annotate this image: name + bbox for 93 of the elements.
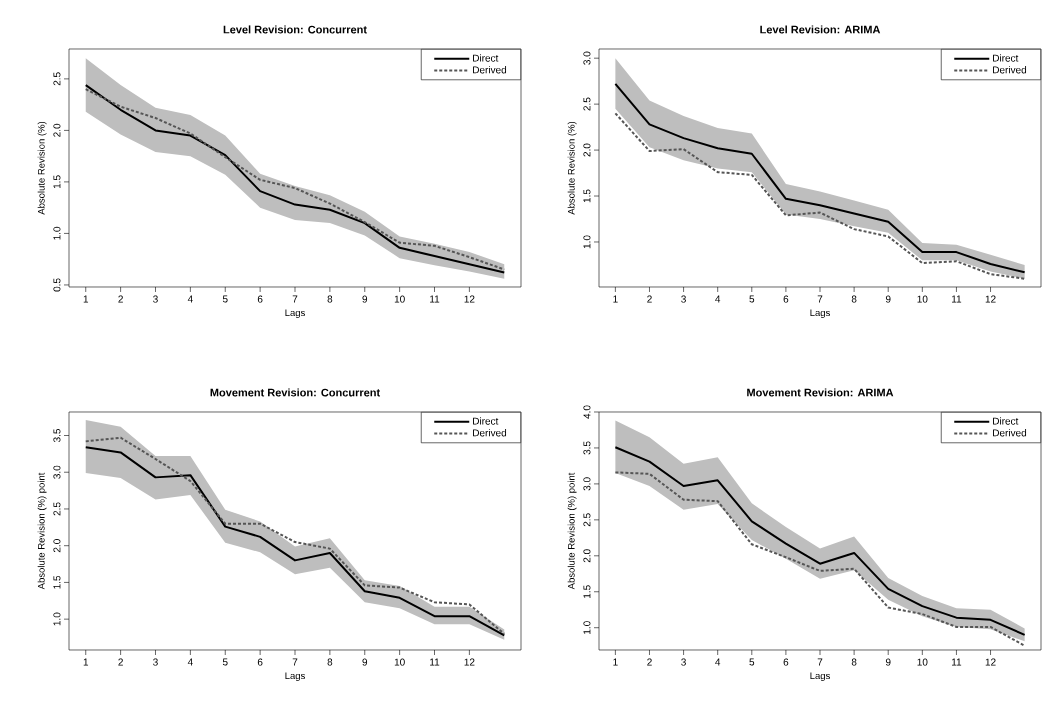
x-tick-label: 10 <box>917 658 928 666</box>
chart-title: Movement Revision: ARIMA <box>747 388 894 397</box>
legend-label: Direct <box>993 54 1019 62</box>
x-tick-label: 11 <box>952 658 962 666</box>
y-tick-label: 2.0 <box>583 143 591 157</box>
y-tick-label: 3.0 <box>53 465 61 479</box>
x-tick-label: 3 <box>681 295 686 303</box>
x-tick-label: 2 <box>118 658 123 666</box>
legend-label: Derived <box>993 66 1027 74</box>
y-axis-title: Absolute Revision (%) point <box>37 472 47 590</box>
x-tick-label: 1 <box>613 295 618 303</box>
x-axis-title: Lags <box>285 309 305 318</box>
y-axis-title: Absolute Revision (%) point <box>567 472 577 590</box>
x-tick-label: 8 <box>327 295 333 303</box>
x-axis-title: Lags <box>810 672 830 681</box>
y-tick-label: 2.0 <box>583 549 591 563</box>
x-tick-label: 10 <box>394 658 405 666</box>
x-tick-label: 7 <box>292 658 298 666</box>
x-tick-label: 4 <box>715 658 721 666</box>
y-tick-label: 1.0 <box>583 235 591 249</box>
y-tick-label: 1.0 <box>583 621 591 634</box>
x-tick-label: 6 <box>783 295 789 303</box>
x-tick-label: 8 <box>327 658 333 666</box>
x-tick-label: 1 <box>83 658 89 666</box>
x-tick-label: 12 <box>464 295 475 303</box>
x-tick-label: 11 <box>430 658 440 666</box>
y-tick-label: 0.5 <box>53 278 61 292</box>
x-tick-label: 9 <box>362 658 368 666</box>
line-series <box>614 112 1026 280</box>
x-tick-label: 3 <box>153 295 158 303</box>
x-tick-label: 5 <box>222 295 228 303</box>
y-tick-label: 1.0 <box>53 226 61 240</box>
y-tick-label: 1.5 <box>53 575 61 589</box>
y-tick-label: 1.5 <box>583 585 591 598</box>
x-tick-label: 5 <box>222 658 228 666</box>
x-tick-label: 9 <box>362 295 368 303</box>
x-tick-label: 7 <box>817 295 823 303</box>
y-tick-label: 2.5 <box>53 72 61 86</box>
x-tick-label: 10 <box>917 295 928 303</box>
x-tick-label: 2 <box>647 658 652 666</box>
x-tick-label: 5 <box>749 658 755 666</box>
y-tick-label: 2.0 <box>53 123 61 137</box>
x-tick-label: 4 <box>187 295 193 303</box>
y-tick-label: 1.5 <box>53 175 61 189</box>
x-tick-label: 1 <box>83 295 89 303</box>
x-tick-label: 5 <box>749 295 755 303</box>
x-tick-label: 4 <box>187 658 193 666</box>
x-axis-title: Lags <box>285 672 305 681</box>
y-tick-label: 4.0 <box>583 405 591 419</box>
x-tick-label: 1 <box>613 658 618 666</box>
x-tick-label: 3 <box>681 658 686 666</box>
y-axis-title: Absolute Revision (%) <box>567 121 577 215</box>
x-tick-label: 2 <box>118 295 123 303</box>
x-tick-label: 4 <box>715 295 721 303</box>
y-tick-label: 3.0 <box>583 477 591 491</box>
x-tick-label: 7 <box>817 658 823 666</box>
x-tick-label: 9 <box>885 658 891 666</box>
x-axis-title: Lags <box>810 309 830 318</box>
y-tick-label: 2.5 <box>583 97 591 111</box>
x-tick-label: 9 <box>885 295 891 303</box>
x-tick-label: 11 <box>430 295 440 303</box>
x-tick-label: 11 <box>952 295 962 303</box>
x-tick-label: 3 <box>153 658 158 666</box>
chart-title: Movement Revision: Concurrent <box>210 388 381 397</box>
legend-label: Derived <box>473 66 507 74</box>
x-tick-label: 2 <box>647 295 652 303</box>
legend-label: Direct <box>473 417 499 425</box>
x-tick-label: 8 <box>851 658 857 666</box>
line-series <box>614 471 1026 647</box>
x-tick-label: 12 <box>464 658 475 666</box>
chart-title: Level Revision: Concurrent <box>223 25 367 34</box>
x-tick-label: 12 <box>985 658 996 666</box>
x-tick-label: 6 <box>257 295 263 303</box>
legend-label: Derived <box>993 429 1027 437</box>
legend-label: Derived <box>473 429 507 437</box>
x-tick-label: 12 <box>985 295 996 303</box>
y-tick-label: 2.5 <box>53 502 61 516</box>
y-tick-label: 3.5 <box>583 441 591 455</box>
legend-label: Direct <box>473 54 499 62</box>
legend-label: Direct <box>993 417 1019 425</box>
x-tick-label: 10 <box>394 295 405 303</box>
x-tick-label: 6 <box>783 658 789 666</box>
y-tick-label: 1.0 <box>53 612 61 626</box>
y-tick-label: 2.0 <box>53 539 61 553</box>
x-tick-label: 7 <box>292 295 298 303</box>
chart-title: Level Revision: ARIMA <box>760 25 881 34</box>
y-tick-label: 3.5 <box>53 428 61 443</box>
y-tick-label: 1.5 <box>583 189 591 203</box>
y-tick-label: 3.0 <box>583 51 591 65</box>
y-axis-title: Absolute Revision (%) <box>37 121 47 215</box>
x-tick-label: 8 <box>851 295 857 303</box>
x-tick-label: 6 <box>257 658 263 666</box>
y-tick-label: 2.5 <box>583 513 591 527</box>
